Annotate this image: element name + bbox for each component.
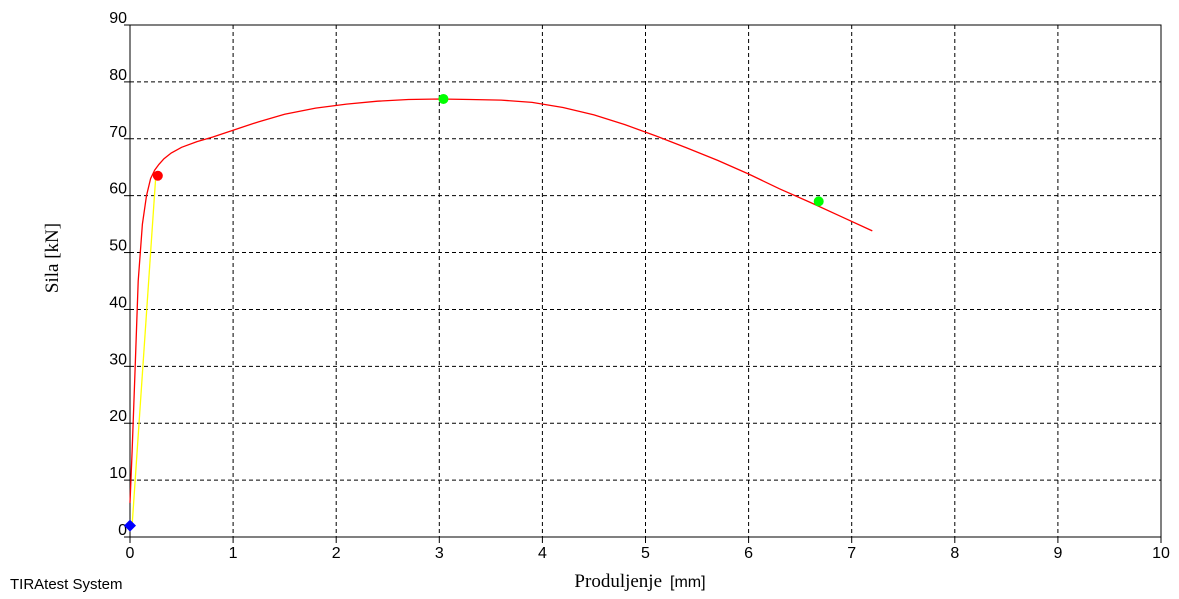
y-tick-label: 50	[109, 238, 127, 255]
x-tick-label: 0	[126, 545, 135, 562]
system-label: TIRAtest System	[10, 576, 123, 593]
y-tick-label: 70	[109, 124, 127, 141]
x-axis-label-unit: [mm]	[670, 574, 706, 591]
data-point-marker	[813, 196, 824, 207]
marker-layer	[124, 93, 824, 532]
x-tick-label: 8	[950, 545, 959, 562]
y-tick-labels: 0 10 20 30 40 50 60 70 80 90	[109, 10, 130, 539]
y-tick-label: 80	[109, 67, 127, 84]
y-tick-label: 10	[109, 465, 127, 482]
x-tick-label: 7	[847, 545, 856, 562]
x-tick-label: 1	[229, 545, 238, 562]
y-tick-label: 40	[109, 294, 127, 311]
x-axis-label: Produljenje [mm]	[574, 571, 705, 592]
y-tick-label: 90	[109, 10, 127, 27]
grid-layer	[130, 25, 1161, 537]
y-tick-label: 60	[109, 181, 127, 198]
data-point-marker	[438, 93, 449, 104]
series-line-2	[131, 175, 157, 526]
y-axis-label: Sila [kN]	[42, 223, 63, 293]
x-tick-label: 6	[744, 545, 753, 562]
x-tick-labels: 0 1 2 3 4 5 6 7 8 9 10	[126, 537, 1170, 562]
x-tick-label: 4	[538, 545, 547, 562]
x-tick-label: 9	[1053, 545, 1062, 562]
y-tick-label: 0	[118, 522, 127, 539]
x-tick-label: 2	[332, 545, 341, 562]
series-line-1	[129, 98, 873, 503]
x-axis-label-main: Produljenje	[574, 571, 662, 592]
data-point-marker	[124, 519, 136, 532]
y-tick-label: 20	[109, 408, 127, 425]
x-tick-label: 3	[435, 545, 444, 562]
series-layer	[129, 98, 873, 526]
x-tick-label: 5	[641, 545, 650, 562]
y-tick-label: 30	[109, 351, 127, 368]
data-point-marker	[152, 170, 163, 181]
x-tick-label: 10	[1152, 545, 1170, 562]
